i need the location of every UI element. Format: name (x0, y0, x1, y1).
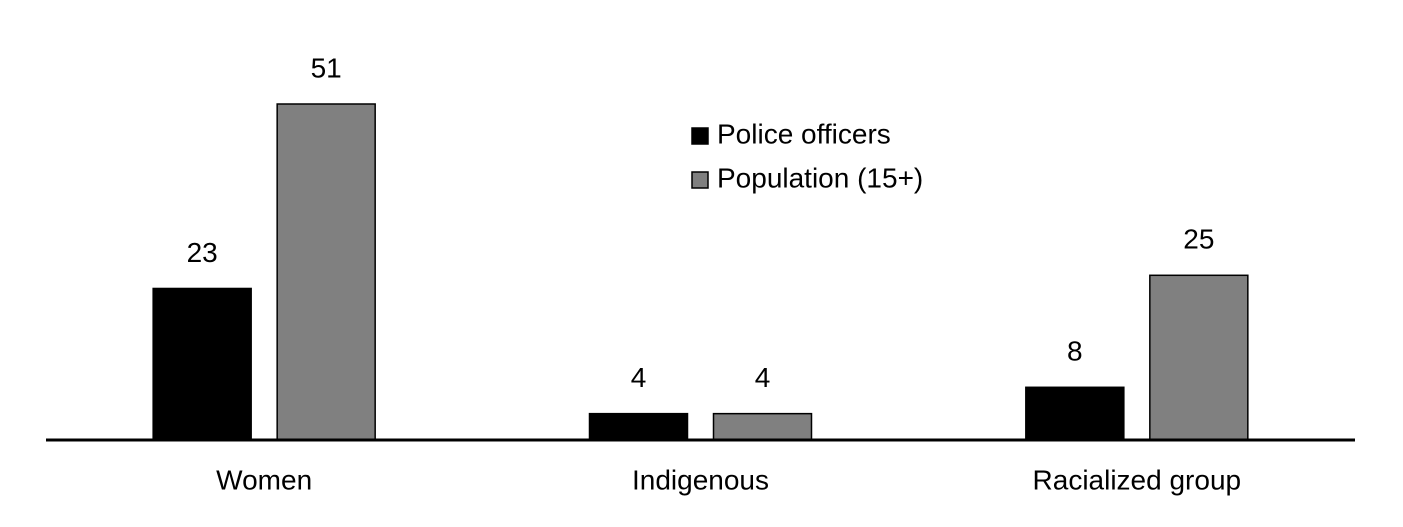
bar (588, 412, 689, 441)
data-label: 25 (1183, 224, 1214, 255)
bar (1149, 274, 1249, 441)
bar (152, 287, 252, 441)
data-label: 23 (187, 237, 218, 268)
bar (276, 103, 376, 441)
legend-label: Population (15+) (717, 162, 923, 193)
legend-swatch (691, 127, 709, 145)
data-label: 4 (631, 362, 647, 393)
data-label: 4 (755, 362, 771, 393)
x-tick-label: Indigenous (632, 464, 769, 495)
data-label: 8 (1067, 336, 1083, 367)
x-tick-label: Racialized group (1033, 464, 1242, 495)
legend-label: Police officers (717, 118, 891, 149)
legend-swatch (691, 171, 709, 189)
bar (1025, 386, 1125, 441)
x-tick-label: Women (216, 464, 312, 495)
bar (712, 412, 813, 441)
data-label: 51 (311, 52, 342, 83)
